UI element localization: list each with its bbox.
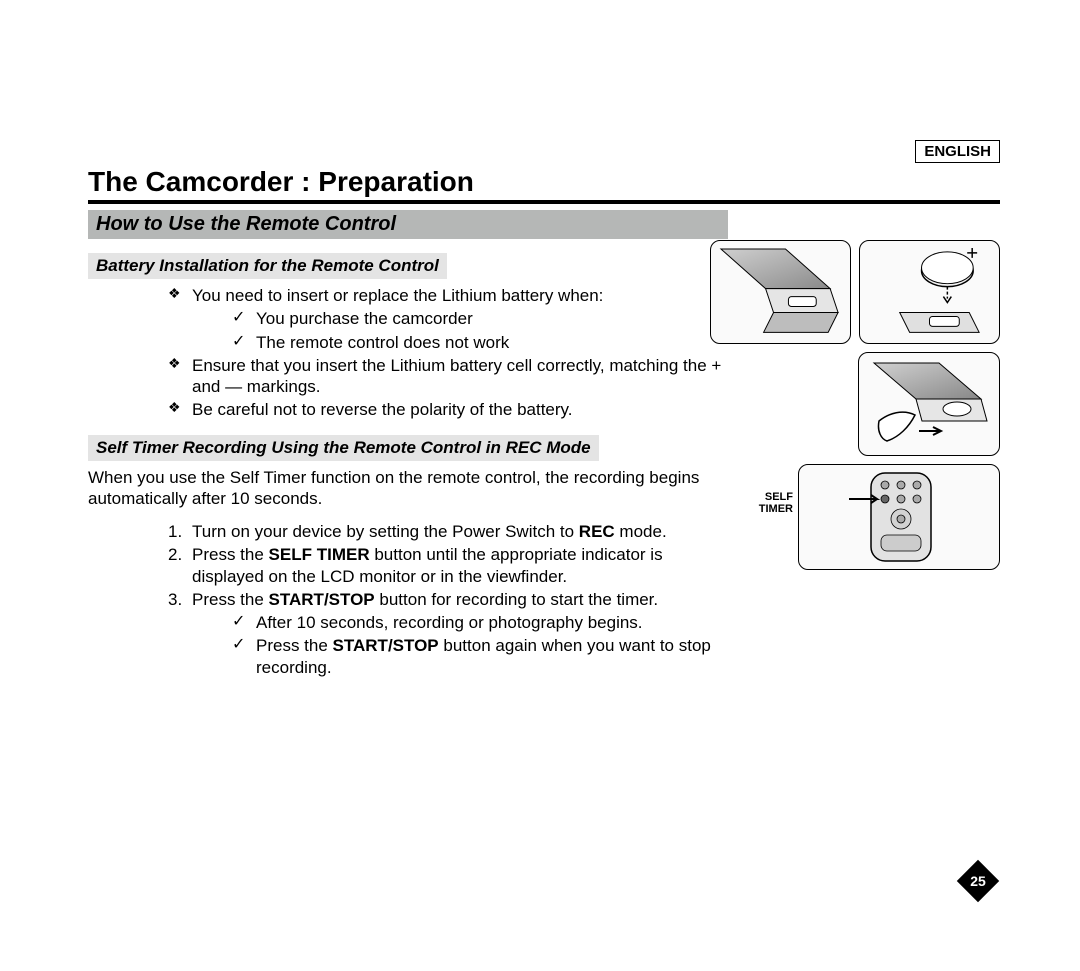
section-heading: How to Use the Remote Control	[88, 210, 728, 239]
title-row: The Camcorder : Preparation	[88, 166, 1000, 204]
illustration-close-remote	[858, 352, 1000, 456]
illustration-column: SELF TIMER	[710, 240, 1000, 570]
page-sheet: ENGLISH The Camcorder : Preparation How …	[0, 0, 1080, 971]
check-item: You purchase the camcorder	[232, 308, 728, 329]
bullet-text: You need to insert or replace the Lithiu…	[192, 286, 603, 305]
check-item: After 10 seconds, recording or photograp…	[232, 612, 728, 633]
check-item: Press the START/STOP button again when y…	[232, 635, 728, 678]
step-item: 3. Press the START/STOP button for recor…	[168, 589, 728, 678]
subsection2-steps: 1. Turn on your device by setting the Po…	[128, 521, 728, 678]
illustration-remote-self-timer: SELF TIMER	[798, 464, 1000, 570]
language-label: ENGLISH	[915, 140, 1000, 163]
subsection2-heading: Self Timer Recording Using the Remote Co…	[88, 435, 599, 461]
illustration-open-remote	[710, 240, 851, 344]
self-timer-label: SELF TIMER	[739, 491, 793, 515]
bullet-item: Be careful not to reverse the polarity o…	[168, 399, 728, 420]
bullet-item: You need to insert or replace the Lithiu…	[168, 285, 728, 353]
step-text: Turn on your device by setting the Power…	[192, 522, 667, 541]
step-number: 3.	[168, 589, 182, 610]
subsection1-heading: Battery Installation for the Remote Cont…	[88, 253, 447, 279]
page-inner: ENGLISH The Camcorder : Preparation How …	[88, 140, 1000, 903]
bullet-item: Ensure that you insert the Lithium batte…	[168, 355, 728, 398]
step-text: Press the SELF TIMER button until the ap…	[192, 545, 663, 585]
step-item: 2. Press the SELF TIMER button until the…	[168, 544, 728, 587]
subsection2-intro: When you use the Self Timer function on …	[88, 467, 728, 510]
page-number-badge: 25	[956, 859, 1000, 903]
subsection1-bullets: You need to insert or replace the Lithiu…	[128, 285, 728, 421]
page-title: The Camcorder : Preparation	[88, 166, 474, 197]
step-text: Press the START/STOP button for recordin…	[192, 590, 658, 609]
content-column: How to Use the Remote Control Battery In…	[88, 208, 728, 692]
step-number: 2.	[168, 544, 182, 565]
step-item: 1. Turn on your device by setting the Po…	[168, 521, 728, 542]
page-number: 25	[956, 859, 1000, 903]
check-item: The remote control does not work	[232, 332, 728, 353]
step-number: 1.	[168, 521, 182, 542]
illustration-insert-battery	[859, 240, 1000, 344]
